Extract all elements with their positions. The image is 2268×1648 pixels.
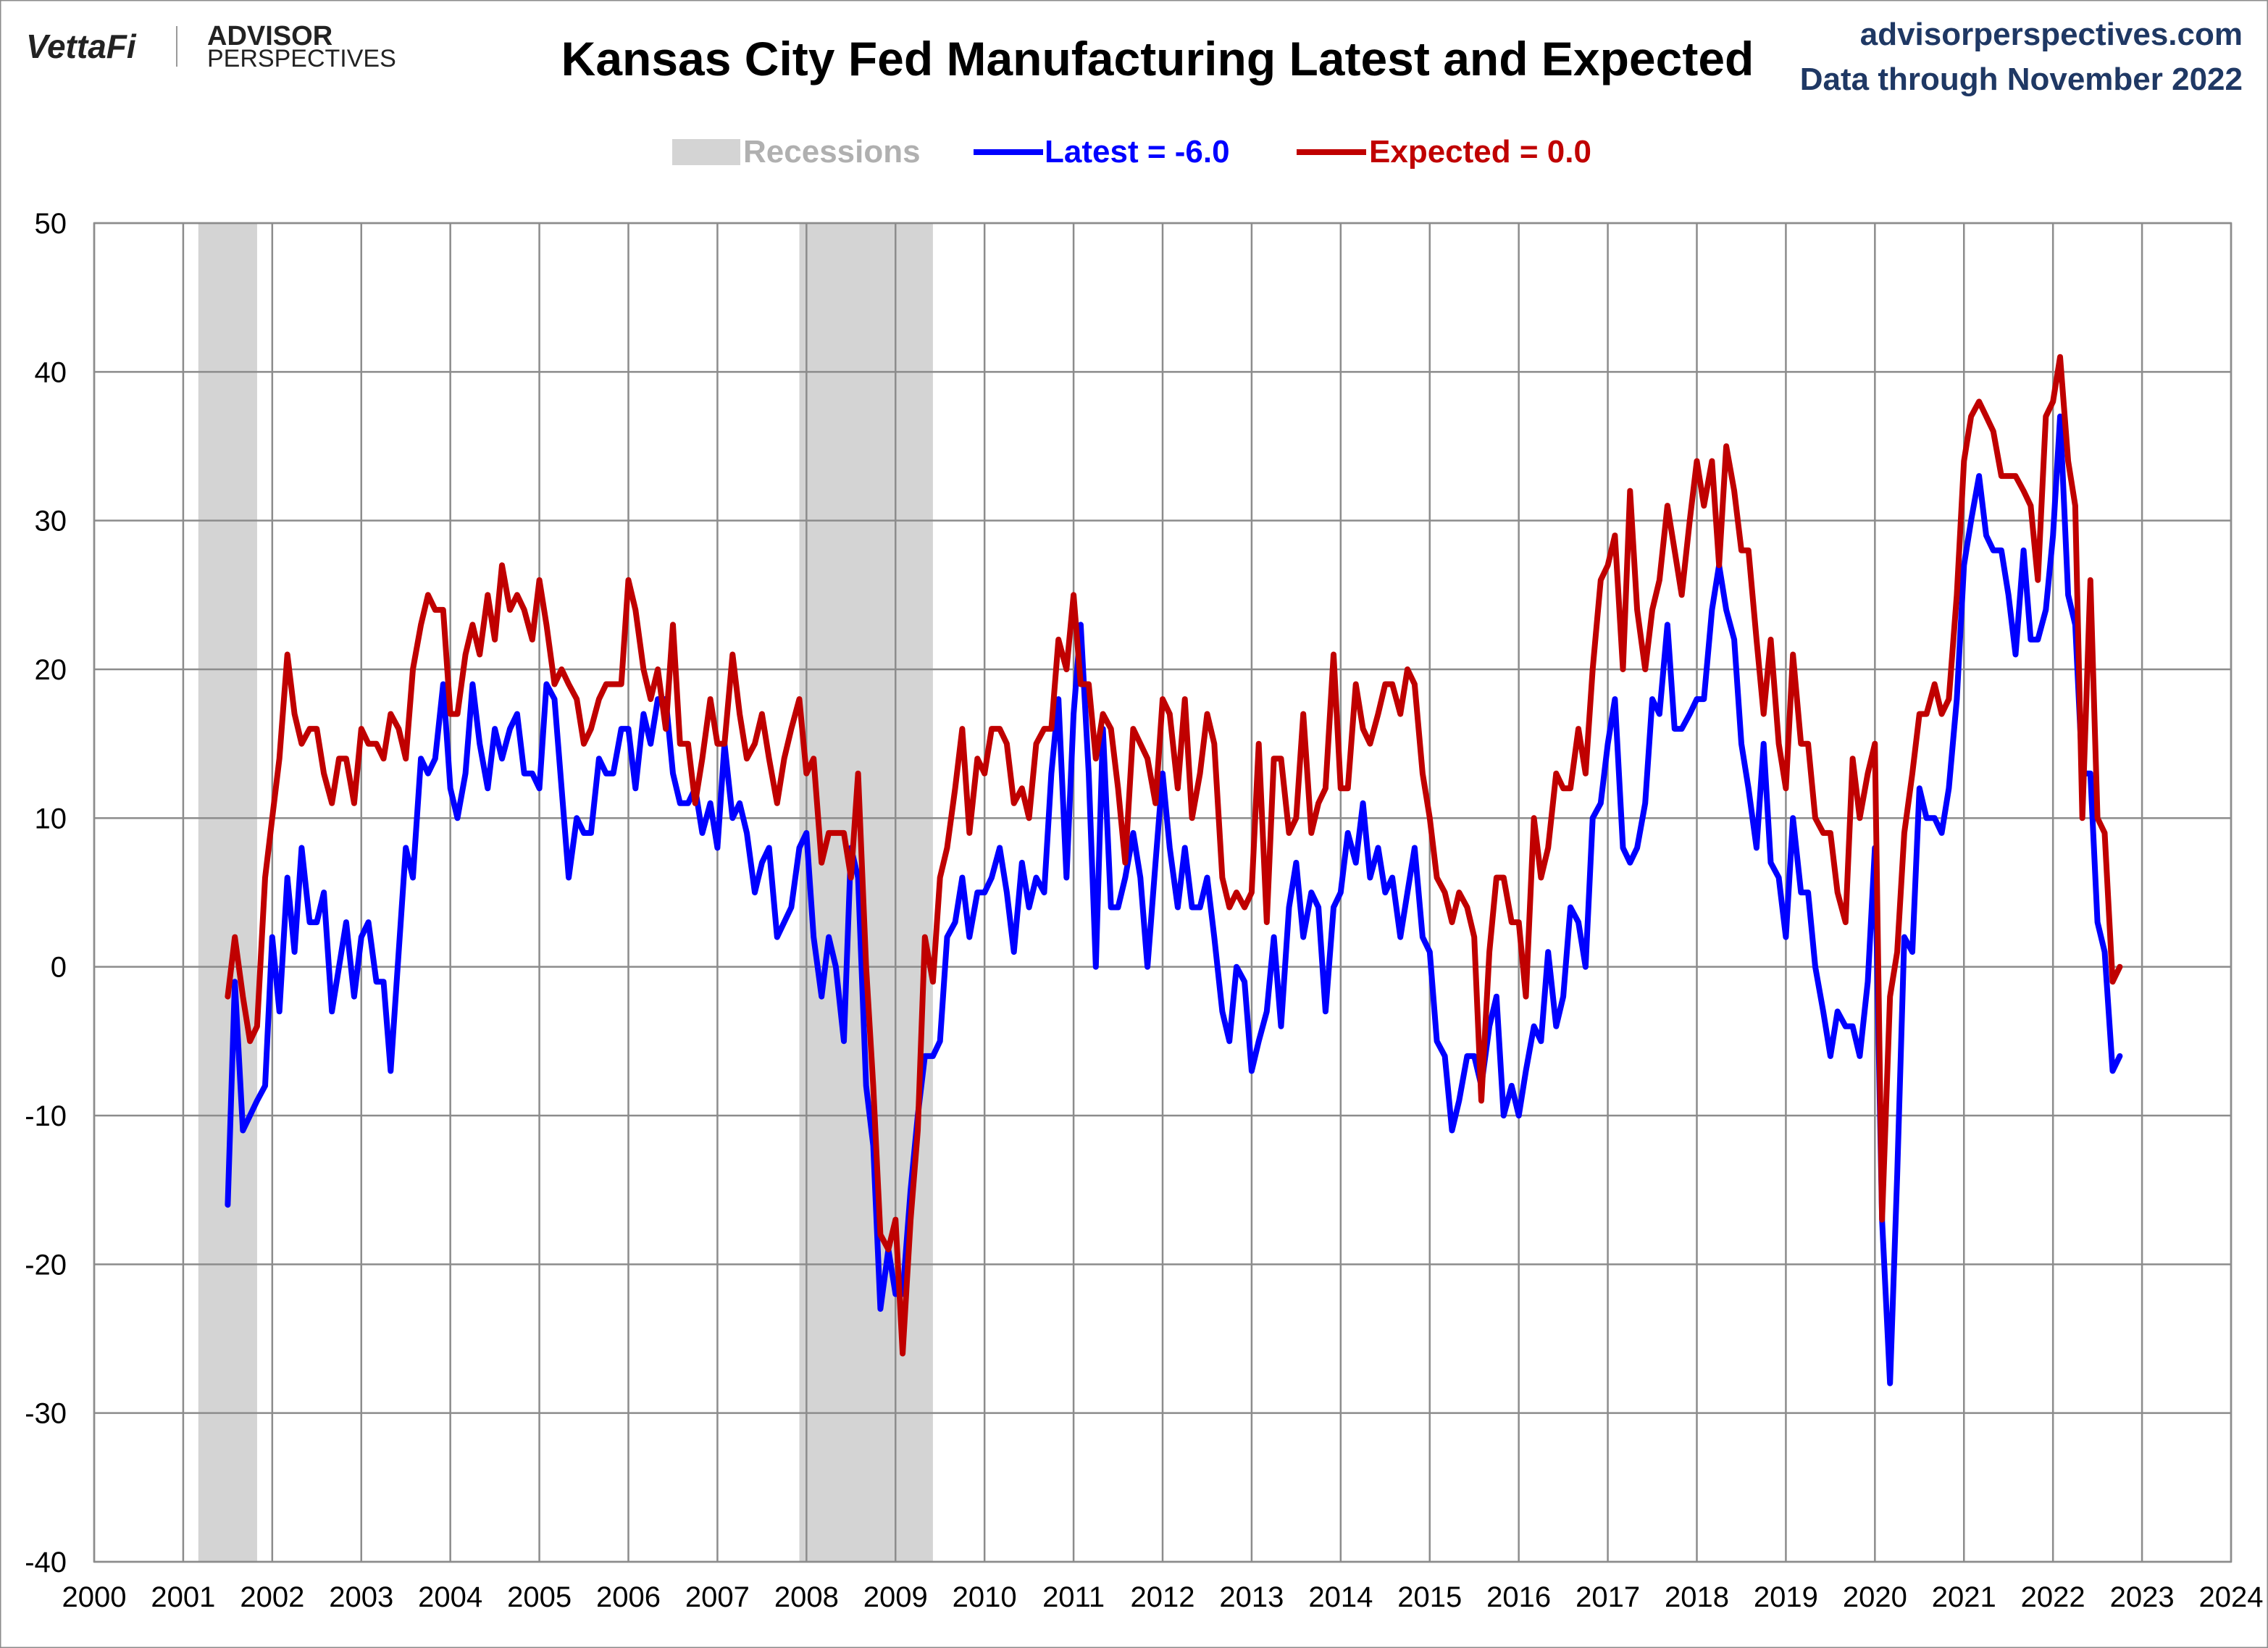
recession-band-1 (198, 223, 257, 1562)
x-tick-label: 2009 (863, 1581, 928, 1613)
website-label: advisorperspectives.com (1860, 17, 2243, 52)
advisor-logo-text: ADVISOR (207, 21, 332, 51)
x-tick-label: 2003 (329, 1581, 393, 1613)
x-tick-label: 2007 (685, 1581, 750, 1613)
x-tick-label: 2017 (1576, 1581, 1640, 1613)
data-series (225, 354, 2123, 1386)
x-tick-label: 2005 (507, 1581, 572, 1613)
y-tick-label: 30 (35, 506, 67, 538)
x-tick-label: 2004 (418, 1581, 482, 1613)
x-tick-label: 2011 (1042, 1581, 1105, 1613)
perspectives-logo-text: PERSPECTIVES (207, 45, 396, 72)
y-tick-label: 20 (35, 654, 67, 686)
y-tick-label: 0 (51, 952, 67, 984)
y-tick-label: 10 (35, 803, 67, 835)
x-tick-label: 2021 (1932, 1581, 1996, 1613)
x-tick-label: 2000 (62, 1581, 127, 1613)
x-tick-label: 2012 (1131, 1581, 1195, 1613)
plot-area-border (93, 222, 2233, 1563)
x-tick-label: 2008 (774, 1581, 839, 1613)
x-tick-label: 2002 (240, 1581, 304, 1613)
legend-expected-label: Expected = 0.0 (1369, 134, 1591, 170)
x-tick-label: 2022 (2021, 1581, 2085, 1613)
y-tick-label: 40 (35, 356, 67, 388)
legend-recessions-swatch (672, 139, 740, 165)
x-tick-label: 2023 (2110, 1581, 2175, 1613)
y-tick-label: 50 (35, 208, 67, 240)
advisor-perspectives-logo: ADVISOR PERSPECTIVES (207, 21, 396, 72)
y-tick-label: -10 (25, 1100, 67, 1132)
x-tick-label: 2024 (2199, 1581, 2264, 1613)
data-through-label: Data through November 2022 (1800, 62, 2243, 97)
vettafi-logo-text: VettaFi (26, 28, 137, 65)
chart-title: Kansas City Fed Manufacturing Latest and… (561, 32, 1754, 85)
series-line-latest (225, 413, 2123, 1386)
legend-recessions-label: Recessions (743, 134, 921, 170)
y-axis-tick-labels: 50 40 30 20 10 0 -10 -20 -30 -40 (25, 208, 67, 1578)
x-tick-label: 2019 (1754, 1581, 1818, 1613)
x-tick-label: 2013 (1219, 1581, 1284, 1613)
legend-latest-label: Latest = -6.0 (1045, 134, 1230, 170)
y-tick-label: -30 (25, 1398, 67, 1430)
y-tick-label: -40 (25, 1547, 67, 1578)
legend: Recessions Latest = -6.0 Expected = 0.0 (672, 134, 1591, 170)
recession-band-2 (799, 223, 933, 1562)
x-tick-label: 2018 (1665, 1581, 1729, 1613)
x-tick-label: 2014 (1308, 1581, 1373, 1613)
x-tick-label: 2010 (953, 1581, 1017, 1613)
y-tick-label: -20 (25, 1249, 67, 1281)
recession-bands (198, 223, 933, 1562)
x-tick-label: 2020 (1843, 1581, 1907, 1613)
vettafi-logo: VettaFi (26, 28, 137, 65)
x-tick-label: 2016 (1486, 1581, 1551, 1613)
x-axis-tick-labels: 2000 2001 2002 2003 2004 2005 2006 2007 2008 2009… (62, 1581, 2264, 1613)
series-line-expected (225, 354, 2123, 1357)
x-tick-label: 2015 (1397, 1581, 1462, 1613)
x-tick-label: 2006 (596, 1581, 661, 1613)
x-tick-label: 2001 (151, 1581, 215, 1613)
